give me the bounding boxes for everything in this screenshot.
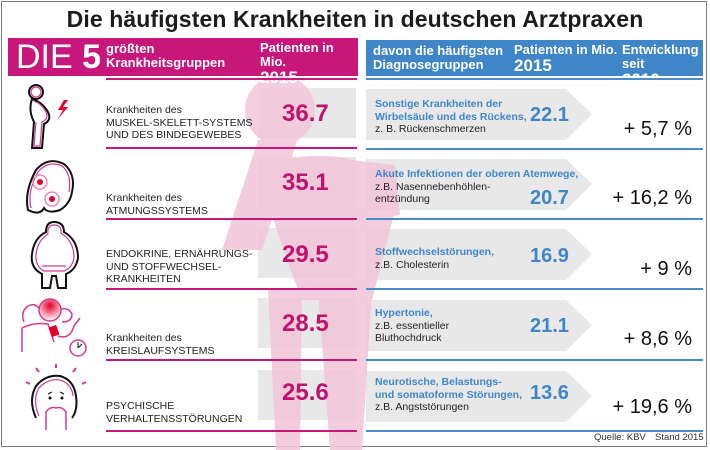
diagnosis-arrow-panel-1 [366, 89, 592, 140]
diagnosis-label: Neurotische, Belastungs- und somatoforme… [375, 376, 522, 413]
diagnosis-patients-value: 20.7 [530, 187, 569, 209]
diagnosis-label: Stoffwechselstörungen, z.B. Cholesterin [375, 246, 495, 271]
divider-right-4 [366, 359, 703, 361]
anxiety-icon [25, 364, 87, 430]
divider-left-2 [106, 218, 357, 220]
category-label: Krankheiten des MUSKEL-SKELETT-SYSTEMS U… [106, 104, 253, 141]
blood-pressure-icon [21, 298, 87, 357]
obesity-icon [30, 220, 80, 289]
diagnosis-patients-value: 21.1 [530, 315, 569, 337]
divider-right-5 [366, 430, 703, 432]
diagnosis-patients-value: 16.9 [530, 245, 569, 267]
date-label: Stand 2015 [655, 432, 704, 443]
header-top-disease-groups: DIE 5 größten Krankheitsgruppen Patiente… [8, 38, 358, 87]
diagnosis-patients-column-header: Patienten in Mio. 2015 [514, 42, 618, 75]
page-title: Die häufigsten Krankheiten in deutschen … [66, 6, 644, 32]
diagnosis-arrow-panel-2 [366, 159, 592, 210]
category-label: Krankheiten des KREISLAUFSYSTEMS [106, 332, 215, 357]
diagnosis-patients-value: 13.6 [530, 382, 569, 404]
disease-row-5: PSYCHISCHE VERHALTENSSTÖRUNGEN 25.6 Neur… [0, 362, 710, 432]
diagnosis-arrow-panel-5 [366, 371, 592, 422]
respiratory-icon [26, 160, 74, 214]
disease-groups-subtitle: größten Krankheitsgruppen [106, 41, 226, 70]
divider-right-1 [366, 148, 703, 150]
category-label: PSYCHISCHE VERHALTENSSTÖRUNGEN [106, 400, 243, 425]
divider-right-2 [366, 218, 703, 220]
patients-value: 35.1 [282, 169, 329, 196]
diagnosis-arrow-panel-3 [366, 229, 592, 280]
development-value: + 16,2 % [612, 187, 692, 209]
divider-left-3 [106, 288, 357, 290]
die-5-label: DIE 5 [16, 38, 102, 76]
header-diagnosis-groups: davon die häufigsten Diagnosegruppen Pat… [366, 40, 703, 89]
divider-right-3 [366, 288, 703, 290]
diagnosis-patients-value: 22.1 [530, 104, 569, 126]
disease-row-1: Krankheiten des MUSKEL-SKELETT-SYSTEMS U… [0, 80, 710, 150]
patients-column-header: Patienten in Mio. 2015 [260, 40, 334, 87]
patients-value: 36.7 [282, 100, 329, 127]
category-label: ENDOKRINE, ERNÄHRUNGS- UND STOFFWECHSEL-… [106, 248, 253, 285]
development-value: + 9 % [640, 258, 692, 280]
diagnosis-label: Hypertonie, z.B. essentieller Bluthochdr… [375, 307, 450, 344]
divider-right-0 [366, 78, 703, 80]
back-pain-icon [28, 84, 68, 149]
diagnosis-arrow-panel-4 [366, 300, 592, 351]
patients-value: 28.5 [282, 310, 329, 337]
disease-row-2: Krankheiten des ATMUNGSSYSTEMS 35.1 Akut… [0, 150, 710, 220]
diagnosis-label: Akute Infektionen der oberen Atemwege, z… [375, 168, 579, 205]
diagnosis-groups-subtitle: davon die häufigsten Diagnosegruppen [373, 43, 504, 72]
development-value: + 8,6 % [623, 328, 692, 350]
divider-left-0 [106, 78, 357, 80]
divider-left-1 [106, 147, 357, 149]
development-value: + 5,7 % [623, 118, 692, 140]
disease-row-4: Krankheiten des KREISLAUFSYSTEMS 28.5 Hy… [0, 290, 710, 360]
disease-row-3: ENDOKRINE, ERNÄHRUNGS- UND STOFFWECHSEL-… [0, 220, 710, 290]
source-label: Quelle: KBV [594, 432, 646, 443]
diagnosis-label: Sonstige Krankheiten der Wirbelsäule und… [375, 98, 527, 135]
patients-value: 29.5 [282, 241, 329, 268]
category-label: Krankheiten des ATMUNGSSYSTEMS [106, 192, 208, 217]
development-value: + 19,6 % [612, 396, 692, 418]
divider-left-5 [106, 430, 357, 432]
divider-left-4 [106, 359, 357, 361]
patients-value: 25.6 [282, 379, 329, 406]
